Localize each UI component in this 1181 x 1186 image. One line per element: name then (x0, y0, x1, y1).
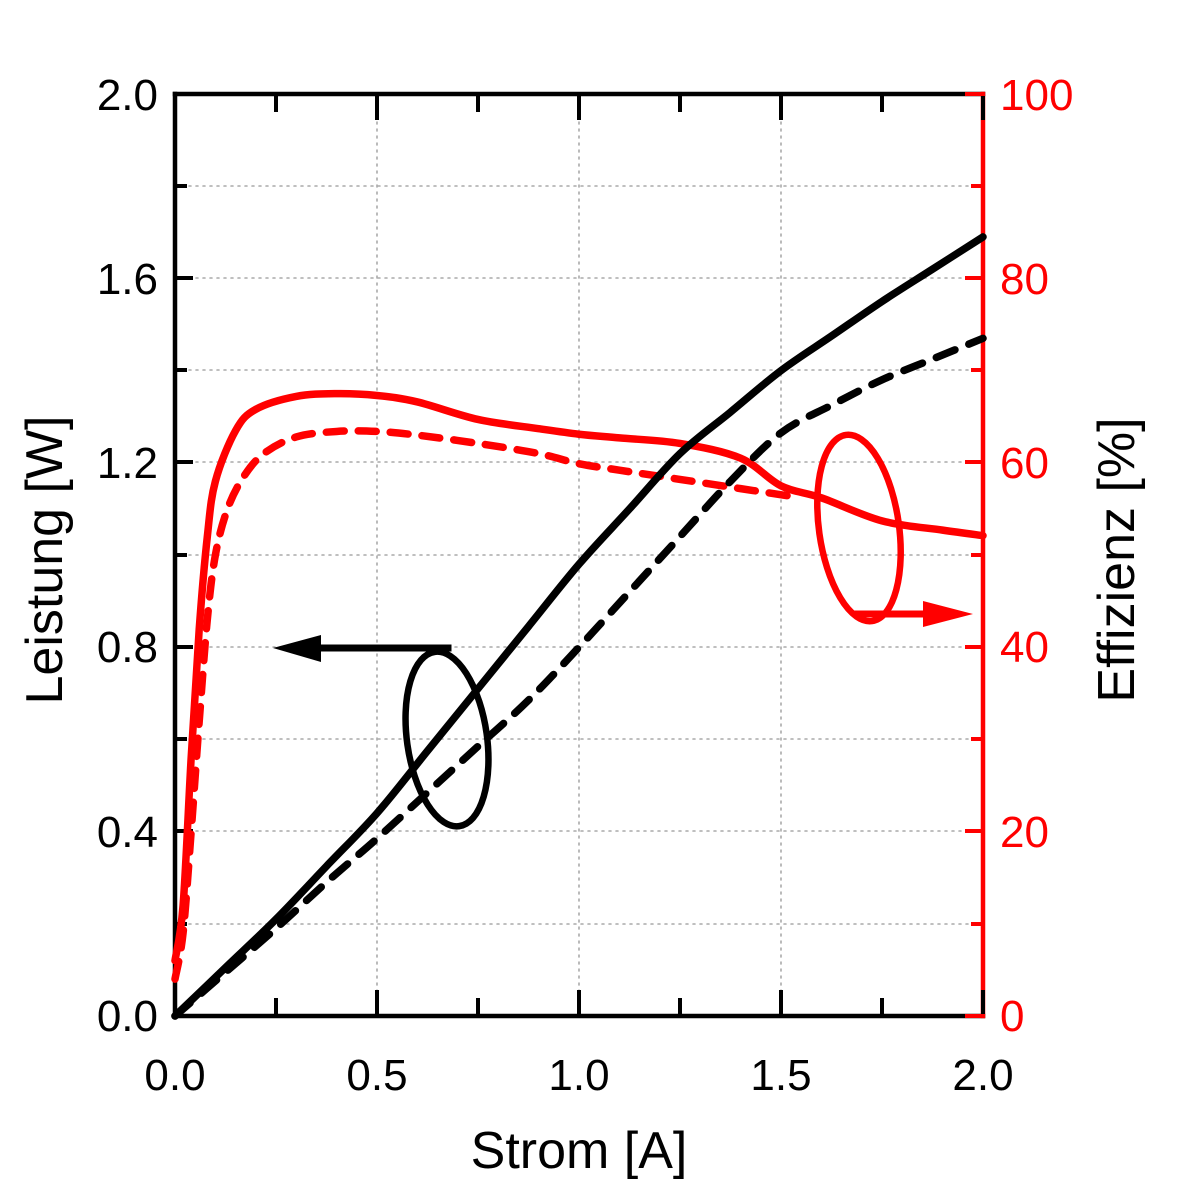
svg-text:0.0: 0.0 (144, 1051, 205, 1100)
svg-text:1.0: 1.0 (548, 1051, 609, 1100)
svg-text:20: 20 (1000, 808, 1049, 857)
svg-text:Strom [A]: Strom [A] (471, 1122, 688, 1180)
svg-text:100: 100 (1000, 71, 1073, 120)
svg-text:1.5: 1.5 (750, 1051, 811, 1100)
svg-text:40: 40 (1000, 623, 1049, 672)
svg-text:0.4: 0.4 (97, 808, 158, 857)
svg-text:Leistung [W]: Leistung [W] (16, 415, 74, 704)
svg-text:2.0: 2.0 (97, 71, 158, 120)
svg-text:2.0: 2.0 (952, 1051, 1013, 1100)
svg-text:60: 60 (1000, 439, 1049, 488)
svg-text:80: 80 (1000, 255, 1049, 304)
svg-text:Effizienz [%]: Effizienz [%] (1088, 417, 1146, 702)
svg-text:0.0: 0.0 (97, 992, 158, 1041)
svg-text:1.2: 1.2 (97, 439, 158, 488)
svg-text:0.5: 0.5 (346, 1051, 407, 1100)
svg-text:1.6: 1.6 (97, 255, 158, 304)
svg-text:0: 0 (1000, 992, 1024, 1041)
svg-text:0.8: 0.8 (97, 623, 158, 672)
